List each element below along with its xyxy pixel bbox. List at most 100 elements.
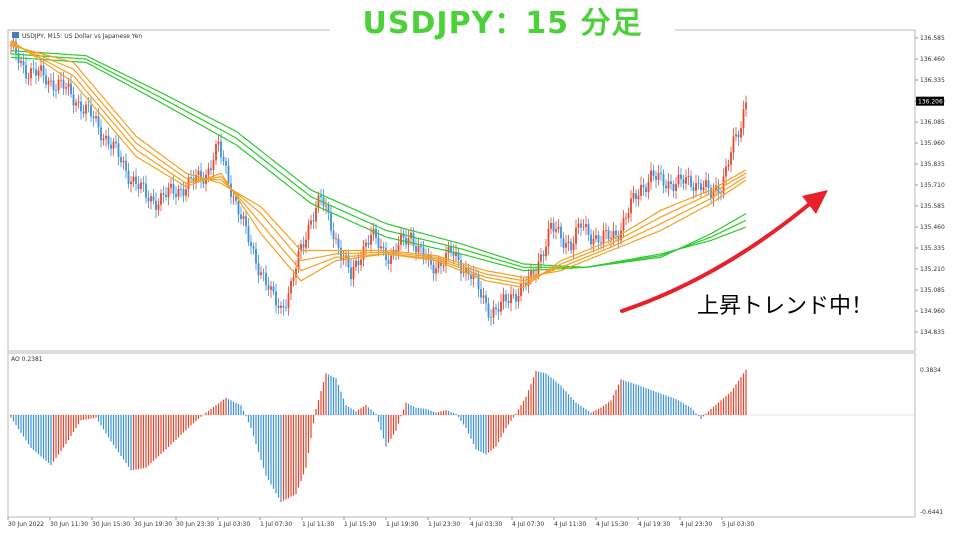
candle-body xyxy=(522,282,525,284)
candle-body xyxy=(552,222,555,232)
price-tick-label: 135.585 xyxy=(920,203,945,210)
candle-body xyxy=(275,291,277,306)
candle-body xyxy=(685,176,687,184)
time-tick-label: 4 Jul 23:30 xyxy=(680,521,712,528)
candle-body xyxy=(660,172,662,174)
candle-body xyxy=(422,247,425,258)
candle-body xyxy=(305,239,307,248)
candle-body xyxy=(60,79,62,81)
candle-body xyxy=(327,205,330,213)
candle-body xyxy=(615,230,617,236)
candle-body xyxy=(417,245,420,253)
candle-body xyxy=(150,196,152,202)
symbol-header: USDJPY, M15: US Dollar vs Japanese Yen xyxy=(12,32,142,40)
candle-body xyxy=(242,216,245,220)
time-tick-label: 4 Jul 15:30 xyxy=(596,521,628,528)
candle-body xyxy=(607,230,610,240)
candle-body xyxy=(665,185,667,189)
time-tick-label: 1 Jul 23:30 xyxy=(428,521,460,528)
candle-body xyxy=(705,180,707,188)
candle-body xyxy=(227,165,230,184)
candle-body xyxy=(127,170,130,184)
candle-body xyxy=(672,183,675,191)
ao-label: AO 0.2381 xyxy=(11,356,43,363)
candle-body xyxy=(535,274,537,275)
candle-body xyxy=(80,101,82,112)
candle-body xyxy=(577,223,580,228)
candle-body xyxy=(452,252,455,256)
candle-body xyxy=(390,255,392,264)
candle-body xyxy=(722,176,725,194)
ao-bottom-tick: -0.6441 xyxy=(920,509,943,516)
candle-body xyxy=(332,230,335,240)
candle-body xyxy=(215,144,217,161)
ao-panel-frame xyxy=(7,352,916,518)
candle-body xyxy=(702,187,705,190)
candle-body xyxy=(592,238,595,245)
candle-body xyxy=(360,259,362,266)
ma-slow-line xyxy=(10,53,747,268)
candle-body xyxy=(675,184,677,191)
candle-body xyxy=(335,238,337,240)
candle-body xyxy=(420,245,422,248)
candle-body xyxy=(157,204,160,210)
candle-body xyxy=(630,198,632,214)
price-tick-label: 135.835 xyxy=(920,161,945,168)
ao-top-tick: 0.3834 xyxy=(920,367,941,374)
candle-body xyxy=(497,309,500,312)
candle-body xyxy=(230,183,232,197)
candle-body xyxy=(545,246,547,257)
candle-body xyxy=(442,265,445,267)
candle-body xyxy=(102,138,105,141)
candle-body xyxy=(655,175,657,180)
candle-body xyxy=(477,274,480,290)
candle-body xyxy=(182,189,185,196)
candle-body xyxy=(255,248,257,264)
chart-menu-icon[interactable] xyxy=(12,32,19,38)
candle-body xyxy=(105,135,107,139)
candle-body xyxy=(295,268,297,278)
candle-body xyxy=(450,246,452,253)
candle-body xyxy=(52,80,55,91)
price-tick-label: 134.835 xyxy=(920,329,945,336)
candle-body xyxy=(207,168,210,175)
candle-body xyxy=(257,263,260,276)
candle-body xyxy=(667,181,670,189)
candle-body xyxy=(32,68,35,70)
candle-body xyxy=(570,241,572,251)
candle-body xyxy=(267,284,270,290)
candle-body xyxy=(110,144,112,149)
candle-body xyxy=(510,294,512,304)
candle-body xyxy=(202,180,205,184)
candle-body xyxy=(652,170,655,176)
candle-body xyxy=(517,296,520,302)
candle-body xyxy=(85,104,87,114)
candle-body xyxy=(237,200,240,215)
candle-body xyxy=(600,242,602,244)
candle-body xyxy=(505,294,507,301)
candle-body xyxy=(162,193,165,195)
price-panel: 136.585136.460136.335136.210136.085135.9… xyxy=(10,33,945,336)
candle-body xyxy=(557,226,560,230)
candle-body xyxy=(432,264,435,274)
candle-body xyxy=(260,272,262,276)
candle-body xyxy=(325,205,327,207)
candle-body xyxy=(492,307,495,318)
candle-body xyxy=(575,227,577,244)
current-price-tag xyxy=(916,96,944,106)
candle-body xyxy=(132,176,135,182)
candle-body xyxy=(582,227,585,228)
candle-body xyxy=(737,134,740,138)
candle-body xyxy=(410,232,412,239)
candle-body xyxy=(727,164,730,167)
price-tick-label: 135.960 xyxy=(920,140,945,147)
candle-body xyxy=(100,127,102,141)
candle-body xyxy=(167,187,170,198)
candle-body xyxy=(220,141,222,157)
candle-body xyxy=(690,175,692,187)
candle-body xyxy=(145,183,147,198)
ao-panel: 30 Jun 2022 30 Jun 11:30 30 Jun 15:30 30 Ju… xyxy=(7,369,915,528)
candle-body xyxy=(122,160,125,163)
candle-body xyxy=(565,242,567,248)
time-tick-label: 1 Jul 07:30 xyxy=(260,521,292,528)
